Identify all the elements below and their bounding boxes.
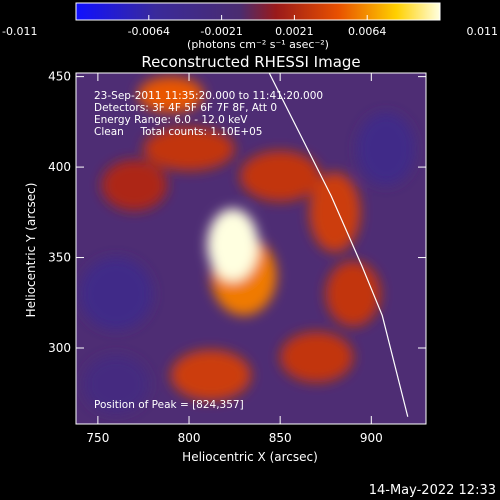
heatmap-blob — [325, 261, 381, 327]
colorbar-unit-label: (photons cm⁻² s⁻¹ asec⁻²) — [187, 38, 329, 51]
x-axis-label: Heliocentric X (arcsec) — [182, 450, 318, 464]
x-axis-ticks: 750 800 850 900 — [86, 73, 383, 445]
colorbar-tick-label: -0.011 — [2, 25, 37, 38]
info-line-counts: Clean Total counts: 1.10E+05 — [94, 126, 263, 138]
heatmap-blob — [143, 127, 235, 171]
heatmap-blob — [207, 208, 259, 282]
colorbar-tick-label: 0.011 — [467, 25, 499, 38]
peak-position-label: Position of Peak = [824,357] — [94, 399, 244, 411]
plot-area — [76, 73, 426, 424]
info-line-time: 23-Sep-2011 11:35:20.000 to 11:41:20.000 — [94, 90, 323, 102]
info-line-detectors: Detectors: 3F 4F 5F 6F 7F 8F, Att 0 — [94, 102, 277, 114]
heatmap-blob — [240, 150, 321, 202]
y-tick-label: 400 — [48, 160, 71, 174]
heatmap-blob — [309, 172, 361, 253]
y-axis-ticks: 300 350 400 450 — [48, 70, 426, 355]
colorbar-tick-label: 0.0064 — [348, 25, 387, 38]
plot-frame — [75, 72, 427, 425]
colorbar-ticks: -0.011 -0.0064 -0.0021 0.0021 0.0064 0.011 — [2, 15, 498, 38]
heatmap-blob — [280, 331, 354, 383]
y-tick-label: 450 — [48, 70, 71, 84]
heatmap-blob — [101, 159, 168, 211]
heatmap-blob — [137, 76, 204, 113]
colorbar-tick-label: -0.0021 — [200, 25, 242, 38]
heatmap-blob — [79, 257, 153, 330]
heatmap-blob — [170, 349, 251, 401]
heatmap-blob — [83, 355, 149, 414]
heatmap-blob — [356, 112, 416, 186]
x-tick-label: 900 — [360, 431, 383, 445]
colorbar-tick-label: 0.0021 — [275, 25, 314, 38]
y-axis-label: Heliocentric Y (arcsec) — [24, 183, 38, 318]
info-block: 23-Sep-2011 11:35:20.000 to 11:41:20.000… — [94, 90, 323, 138]
x-tick-label: 800 — [178, 431, 201, 445]
footer-date: 14-May-2022 12:33 — [369, 483, 496, 498]
x-tick-label: 850 — [269, 431, 292, 445]
solar-limb-line — [268, 73, 409, 417]
colorbar — [75, 2, 441, 21]
colorbar-tick-label: -0.0064 — [128, 25, 170, 38]
info-line-energy: Energy Range: 6.0 - 12.0 keV — [94, 114, 248, 126]
y-tick-label: 350 — [48, 251, 71, 265]
chart-title: Reconstructed RHESSI Image — [141, 53, 360, 71]
y-tick-label: 300 — [48, 341, 71, 355]
x-tick-label: 750 — [86, 431, 109, 445]
